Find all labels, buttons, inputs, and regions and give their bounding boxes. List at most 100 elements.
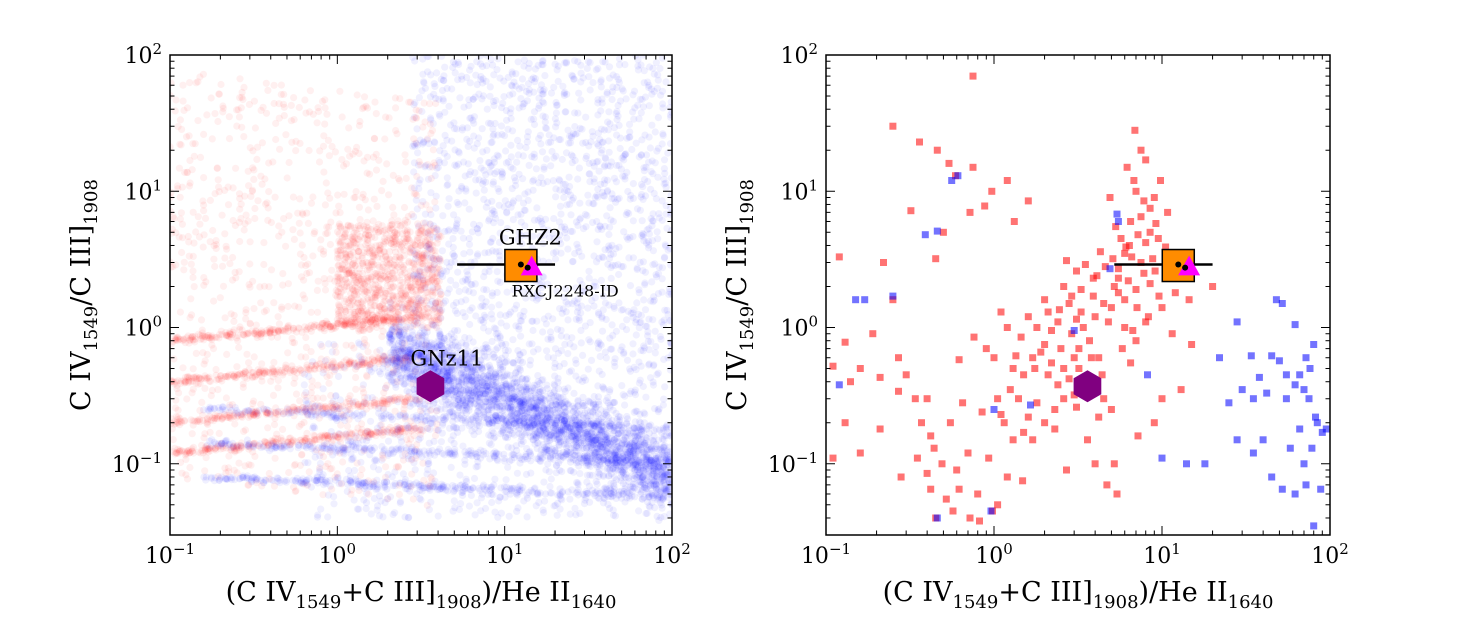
- left-model-point: [407, 267, 415, 275]
- left-model-point: [250, 439, 258, 447]
- left-model-point: [379, 317, 387, 325]
- left-model-point: [304, 437, 313, 446]
- left-model-point: [423, 249, 431, 257]
- left-model-point: [522, 470, 531, 478]
- left-model-point: [423, 236, 431, 244]
- left-model-point: [299, 480, 307, 488]
- left-model-point: [247, 461, 255, 469]
- left-model-point: [385, 114, 393, 122]
- left-model-point: [301, 436, 310, 445]
- left-model-point: [236, 205, 244, 213]
- left-model-point: [176, 448, 184, 456]
- left-model-point: [419, 281, 427, 289]
- left-model-point: [307, 327, 315, 335]
- left-model-point: [350, 291, 358, 299]
- left-model-point: [324, 433, 332, 441]
- left-model-point: [340, 321, 348, 329]
- left-model-point: [383, 313, 391, 321]
- left-model-point: [477, 164, 485, 172]
- left-model-point: [417, 259, 425, 267]
- left-model-point: [266, 329, 274, 337]
- left-model-point: [401, 450, 409, 458]
- left-model-point: [230, 442, 238, 450]
- left-model-point: [356, 117, 364, 126]
- left-model-point: [393, 274, 401, 282]
- left-model-point: [390, 211, 398, 219]
- left-model-point: [238, 123, 246, 131]
- left-model-point: [363, 245, 371, 253]
- left-model-point: [226, 446, 234, 454]
- left-model-point: [189, 267, 197, 275]
- left-model-point: [319, 250, 328, 258]
- left-model-point: [265, 469, 273, 478]
- left-model-point: [245, 481, 253, 489]
- left-model-point: [341, 283, 349, 291]
- left-model-point: [345, 403, 353, 411]
- left-model-point: [334, 288, 342, 296]
- left-model-point: [299, 291, 307, 299]
- left-model-point: [177, 377, 186, 385]
- left-model-point: [658, 216, 666, 224]
- left-model-point: [431, 82, 439, 90]
- left-model-point: [251, 372, 259, 380]
- left-model-point: [223, 372, 231, 380]
- left-model-point: [232, 373, 240, 381]
- left-model-point: [388, 225, 397, 234]
- left-model-point: [180, 266, 188, 274]
- left-model-point: [322, 179, 330, 187]
- left-model-point: [249, 410, 257, 419]
- left-model-point: [206, 334, 214, 342]
- left-model-point: [253, 334, 261, 342]
- left-model-point: [488, 303, 496, 311]
- left-model-point: [337, 224, 345, 232]
- left-model-point: [233, 122, 241, 130]
- left-model-point: [388, 315, 396, 323]
- left-model-point: [353, 91, 361, 99]
- left-model-point: [184, 447, 192, 455]
- left-model-point: [294, 209, 302, 217]
- left-model-point: [445, 195, 453, 203]
- left-model-point: [270, 99, 278, 108]
- left-model-point: [292, 328, 301, 336]
- left-model-point: [185, 449, 194, 457]
- left-model-point: [313, 394, 321, 402]
- left-model-point: [618, 382, 626, 390]
- left-model-point: [332, 322, 341, 330]
- left-model-point: [403, 435, 411, 444]
- left-model-point: [417, 201, 425, 209]
- left-model-point: [308, 358, 317, 366]
- left-model-point: [320, 327, 328, 335]
- left-model-point: [343, 487, 351, 495]
- left-model-point: [258, 373, 266, 381]
- left-model-point: [278, 366, 286, 375]
- left-model-point: [332, 209, 340, 217]
- left-model-point: [257, 327, 266, 335]
- left-model-point: [431, 247, 439, 255]
- left-model-point: [339, 458, 347, 466]
- left-model-point: [424, 288, 432, 296]
- left-model-point: [183, 449, 191, 457]
- left-model-point: [390, 275, 398, 283]
- left-model-point: [334, 433, 342, 442]
- left-model-point: [424, 294, 432, 302]
- left-model-point: [419, 260, 427, 268]
- left-model-point: [368, 257, 376, 265]
- left-model-point: [345, 269, 353, 277]
- left-model-point: [184, 373, 192, 381]
- left-model-point: [210, 297, 218, 305]
- left-model-point: [213, 333, 221, 341]
- left-model-point: [349, 399, 357, 407]
- left-model-point: [396, 238, 404, 246]
- left-model-point: [360, 93, 369, 101]
- left-model-point: [172, 419, 180, 428]
- left-model-point: [279, 425, 287, 433]
- left-model-point: [409, 115, 417, 123]
- left-model-point: [287, 101, 295, 109]
- left-model-point: [503, 116, 511, 124]
- left-model-point: [257, 299, 265, 307]
- left-model-point: [392, 126, 400, 135]
- left-model-point: [336, 87, 344, 95]
- left-model-point: [232, 445, 240, 453]
- left-model-point: [398, 221, 406, 229]
